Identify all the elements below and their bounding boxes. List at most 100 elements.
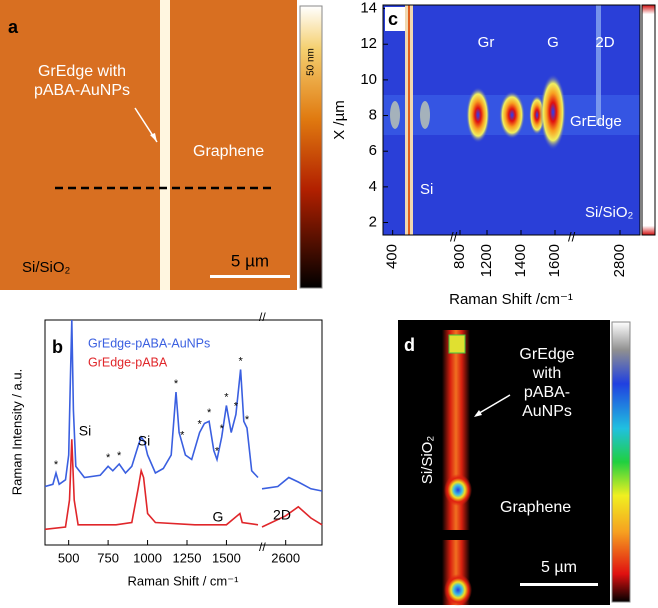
x-tick-label: 2800 (611, 244, 628, 277)
panel-label: c (388, 9, 398, 29)
y-axis-label: X /µm (331, 100, 348, 139)
colorbar (611, 321, 631, 603)
x-tick-label: 1400 (512, 244, 529, 277)
peak-marker: * (215, 445, 220, 457)
colorbar-label: 50 nm (306, 48, 317, 76)
peak-marker: * (224, 391, 229, 403)
colorbar (299, 5, 323, 289)
peak-marker: * (239, 355, 244, 367)
panel-b: // // (44, 310, 323, 554)
x-tick-label: 800 (451, 244, 468, 269)
peak-label: 2D (273, 507, 291, 523)
y-tick-label: 10 (360, 71, 377, 88)
region-label: Graphene (500, 499, 571, 516)
annotation: pABA- (524, 384, 570, 401)
hotspot (540, 74, 566, 150)
y-tick-label: 4 (369, 178, 377, 195)
si-line-core (408, 5, 410, 235)
x-tick-label: 1500 (212, 550, 241, 565)
x-tick-label: 750 (97, 550, 119, 565)
plot-frame (382, 4, 641, 236)
axis-break: // (568, 229, 576, 244)
hotspot (390, 101, 400, 129)
plot-frame (44, 319, 323, 546)
x-tick-label: 1600 (546, 244, 563, 277)
peak-marker: * (174, 378, 179, 390)
panel-label-bg (385, 7, 405, 31)
y-axis-label: Raman Intensity / a.u. (9, 369, 24, 495)
legend-entry: GrEdge-pABA (88, 355, 168, 369)
peak-marker: * (197, 418, 202, 430)
arrow-head (474, 410, 482, 417)
region-label: GrEdge (570, 113, 622, 130)
panel-label: d (404, 335, 415, 355)
y-tick-label: 6 (369, 142, 377, 159)
scale-bar (520, 583, 598, 586)
colorbar (641, 4, 656, 236)
axis-break: // (259, 540, 266, 554)
peak-marker: * (117, 450, 122, 462)
region-label: Graphene (193, 143, 264, 160)
annotation: AuNPs (522, 403, 572, 420)
arrow (475, 394, 511, 416)
x-tick-label: 1250 (173, 550, 202, 565)
hotspot (420, 101, 430, 129)
x-tick-label: 1200 (478, 244, 495, 277)
region-label: 2D (595, 34, 614, 51)
region-label: Si/SiO₂ (419, 436, 436, 485)
peak-label: G (213, 509, 224, 525)
scale-label: 5 µm (231, 251, 269, 270)
peak-marker: * (54, 459, 59, 471)
hotspot (466, 87, 490, 143)
arrow-head (150, 133, 157, 142)
axis-break: // (450, 229, 458, 244)
region-label: Gr (478, 34, 495, 51)
2d-line (596, 5, 601, 125)
region-label: Si/SiO₂ (585, 204, 634, 221)
x-axis-label: Raman Shift /cm⁻¹ (449, 291, 573, 308)
annotation: GrEdge with (38, 63, 126, 80)
region-label: Si/SiO₂ (22, 259, 71, 276)
panel-c: // // (382, 4, 656, 244)
x-tick-label: 400 (384, 244, 401, 269)
afm-image (0, 0, 297, 290)
region-label: G (547, 34, 559, 51)
peak-marker: * (220, 423, 225, 435)
annotation: pABA-AuNPs (34, 82, 130, 99)
hotspot (448, 334, 466, 354)
panel-label: a (8, 17, 19, 37)
annotation: GrEdge (519, 346, 574, 363)
y-tick-label: 14 (360, 0, 377, 17)
peak-marker: * (180, 430, 185, 442)
scale-label: 5 µm (541, 559, 577, 576)
peak-marker: * (234, 400, 239, 412)
region-label: Si (420, 181, 433, 198)
edge-stripe (160, 0, 170, 290)
panel-d (398, 320, 631, 606)
scale-bar (210, 275, 290, 278)
annotation: with (532, 365, 561, 382)
hotspot (444, 574, 472, 606)
peak-label: Si (79, 423, 91, 439)
y-tick-label: 8 (369, 107, 377, 124)
x-tick-label: 2600 (271, 550, 300, 565)
hotspot (499, 91, 525, 139)
raman-map (398, 320, 610, 605)
x-axis-label: Raman Shift / cm⁻¹ (128, 573, 240, 588)
y-tick-label: 12 (360, 35, 377, 52)
legend-entry: GrEdge-pABA-AuNPs (88, 336, 210, 350)
y-tick-label: 2 (369, 213, 377, 230)
peak-marker: * (207, 407, 212, 419)
x-tick-label: 500 (58, 550, 80, 565)
afm-shade (0, 0, 297, 290)
axis-break: // (259, 310, 266, 324)
hotspot (444, 474, 472, 506)
peak-marker: * (245, 414, 250, 426)
spectrum-line (44, 439, 323, 531)
peak-marker: * (106, 452, 111, 464)
x-tick-label: 1000 (133, 550, 162, 565)
peak-label: Si (138, 433, 150, 449)
panel-a (0, 0, 323, 290)
panel-label: b (52, 337, 63, 357)
